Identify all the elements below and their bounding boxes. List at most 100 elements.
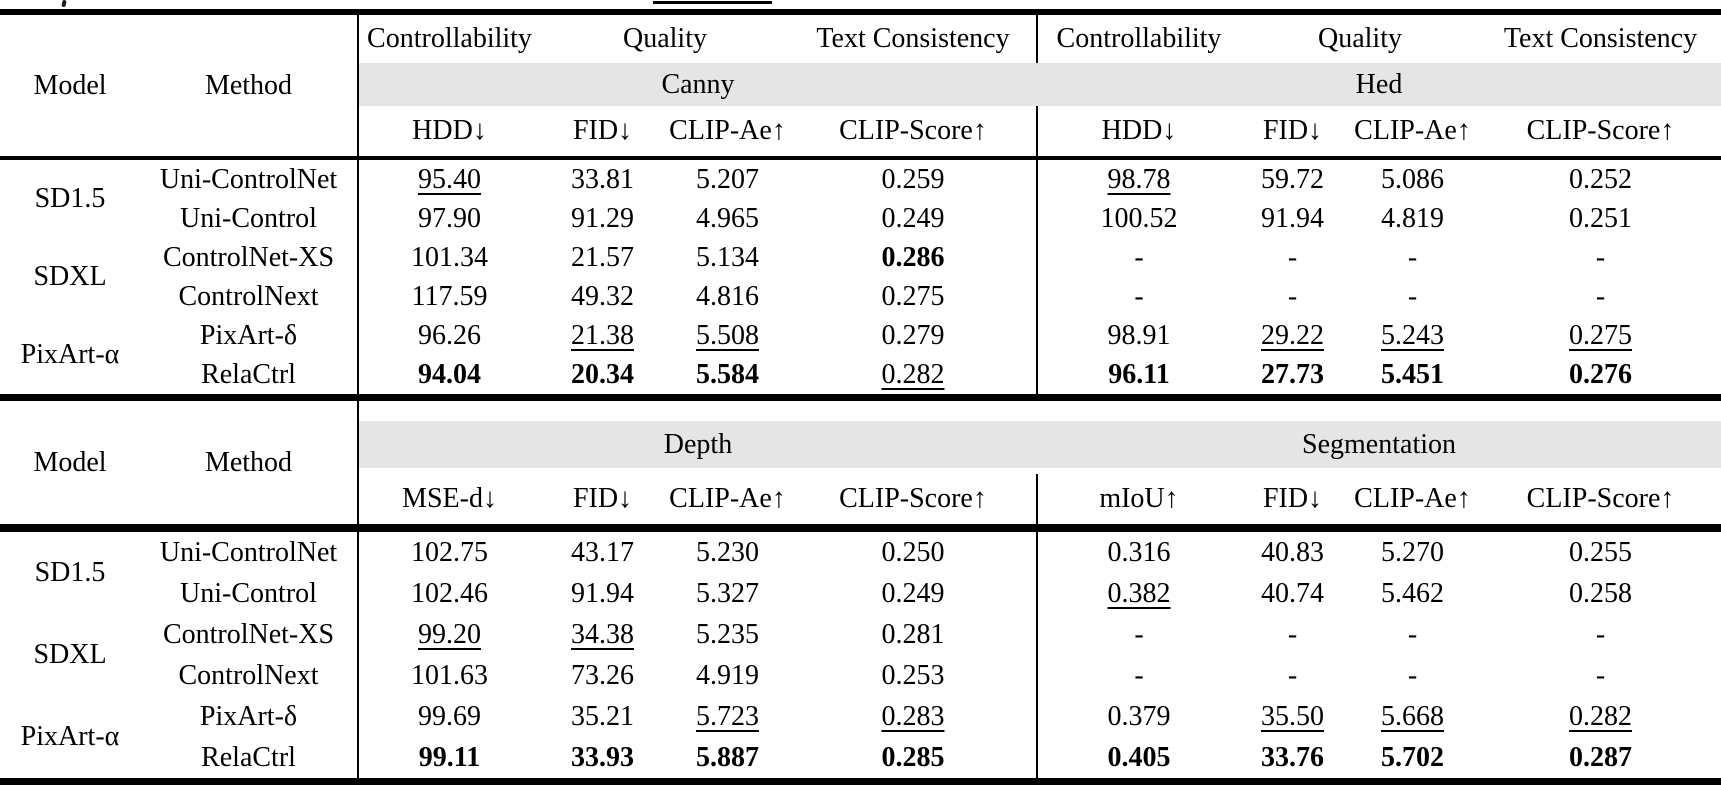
method-cell: ControlNet-XS bbox=[140, 238, 359, 277]
metric-value-cell: 0.258 bbox=[1569, 577, 1633, 609]
table-row: SD1.5 Uni-ControlNet 102.75 43.17 5.230 … bbox=[0, 528, 1721, 588]
model-group-label: SD1.5 bbox=[34, 557, 106, 589]
metric-value-cell: - bbox=[1595, 618, 1606, 650]
method-header: Method bbox=[140, 12, 359, 160]
caption-fragment-mark bbox=[61, 0, 67, 8]
metric-value-cell: 5.230 bbox=[696, 536, 759, 568]
metric-value-cell: 99.11 bbox=[418, 741, 481, 773]
metric-value-cell: 98.78 bbox=[1107, 163, 1171, 195]
metric-value-cell: - bbox=[1407, 241, 1418, 273]
metric-value-cell: 5.462 bbox=[1381, 577, 1444, 609]
metric-value-cell: 99.69 bbox=[418, 700, 481, 732]
metric-header: CLIP-Ae↑ bbox=[1345, 106, 1480, 160]
metric-value-cell: 102.46 bbox=[411, 577, 488, 609]
table-row: RelaCtrl 94.04 20.34 5.584 0.282 96.11 2… bbox=[0, 355, 1721, 394]
caption-fragment-underline bbox=[653, 1, 772, 4]
metric-value-cell: 0.251 bbox=[1569, 202, 1632, 234]
metric-value-cell: 94.04 bbox=[418, 358, 481, 390]
metric-value-cell: 5.451 bbox=[1381, 358, 1444, 390]
metric-value-cell: 4.819 bbox=[1381, 202, 1444, 234]
metric-value-cell: 0.405 bbox=[1107, 741, 1171, 773]
metric-value-cell: 5.243 bbox=[1381, 319, 1444, 351]
method-cell: Uni-ControlNet bbox=[140, 158, 359, 199]
metric-header: FID↓ bbox=[1240, 474, 1345, 532]
metric-value-cell: 21.38 bbox=[571, 319, 634, 351]
metric-value-cell: - bbox=[1134, 618, 1144, 650]
method-cell: PixArt-δ bbox=[140, 696, 359, 737]
metric-value-cell: 4.816 bbox=[696, 280, 759, 312]
metric-header: MSE-d↓ bbox=[358, 474, 540, 532]
model-group-label: SD1.5 bbox=[34, 183, 106, 215]
metric-value-cell: 0.282 bbox=[790, 355, 1038, 394]
metric-value-cell: 20.34 bbox=[571, 358, 634, 390]
method-cell: ControlNext bbox=[140, 655, 359, 696]
metric-value-cell: 0.259 bbox=[790, 158, 1038, 199]
metric-value-cell: 0.281 bbox=[790, 614, 1038, 655]
metric-value-cell: 0.283 bbox=[790, 696, 1038, 737]
metric-value-cell: 97.90 bbox=[418, 202, 481, 234]
metric-value-cell: 33.76 bbox=[1261, 741, 1324, 773]
metric-value-cell: 0.255 bbox=[1569, 536, 1633, 568]
metric-header: CLIP-Score↑ bbox=[790, 474, 1038, 532]
metric-value-cell: 40.83 bbox=[1261, 536, 1324, 568]
table-row: PixArt-α PixArt-δ 99.69 35.21 5.723 0.28… bbox=[0, 696, 1721, 752]
metric-value-cell: 5.086 bbox=[1381, 163, 1444, 195]
metric-value-cell: - bbox=[1287, 241, 1298, 273]
metric-value-cell: 117.59 bbox=[411, 280, 488, 312]
metric-value-cell: 5.207 bbox=[696, 163, 759, 195]
metric-value-cell: 5.668 bbox=[1381, 700, 1444, 732]
group-header-text-consistency: Text Consistency bbox=[1503, 23, 1698, 55]
metric-value-cell: - bbox=[1287, 659, 1298, 691]
metric-header: CLIP-Ae↑ bbox=[1345, 474, 1480, 532]
method-cell: Uni-Control bbox=[140, 199, 359, 238]
metric-header: HDD↓ bbox=[358, 106, 540, 160]
metric-value-cell: - bbox=[1407, 280, 1418, 312]
method-cell: Uni-ControlNet bbox=[140, 528, 359, 573]
table-canny-hed: Model Method Controllability Quality Tex… bbox=[0, 9, 1721, 394]
metric-value-cell: 27.73 bbox=[1261, 358, 1324, 390]
metric-value-cell: 4.919 bbox=[696, 659, 759, 691]
metric-value-cell: 34.38 bbox=[571, 618, 634, 650]
metric-value-cell: - bbox=[1595, 280, 1606, 312]
metric-value-cell: 0.250 bbox=[790, 528, 1038, 573]
metric-value-cell: 0.279 bbox=[790, 316, 1038, 355]
metric-value-cell: 0.316 bbox=[1107, 536, 1171, 568]
metric-value-cell: 101.63 bbox=[411, 659, 488, 691]
metric-value-cell: 99.20 bbox=[418, 618, 481, 650]
metric-header: CLIP-Score↑ bbox=[1480, 474, 1721, 532]
group-header-text-consistency: Text Consistency bbox=[790, 12, 1038, 63]
table-row: RelaCtrl 99.11 33.93 5.887 0.285 0.405 3… bbox=[0, 737, 1721, 782]
condition-band-segmentation: Segmentation bbox=[1037, 398, 1721, 475]
metric-value-cell: 0.275 bbox=[790, 277, 1038, 316]
metric-value-cell: 0.252 bbox=[1569, 163, 1632, 195]
metric-value-cell: - bbox=[1407, 618, 1418, 650]
method-cell: RelaCtrl bbox=[140, 737, 359, 782]
metric-header: CLIP-Ae↑ bbox=[665, 106, 790, 160]
metric-value-cell: 0.282 bbox=[1569, 700, 1633, 732]
metric-value-cell: 102.75 bbox=[411, 536, 488, 568]
metric-value-cell: 0.382 bbox=[1107, 577, 1171, 609]
metric-header: FID↓ bbox=[1240, 106, 1345, 160]
table-row: SDXL ControlNet-XS 101.34 21.57 5.134 0.… bbox=[0, 238, 1721, 292]
method-cell: ControlNext bbox=[140, 277, 359, 316]
metric-value-cell: 98.91 bbox=[1107, 319, 1171, 351]
method-header: Method bbox=[140, 397, 359, 532]
metric-value-cell: - bbox=[1134, 659, 1144, 691]
metric-value-cell: 91.29 bbox=[571, 202, 634, 234]
metric-value-cell: - bbox=[1134, 241, 1144, 273]
metric-value-cell: 0.287 bbox=[1569, 741, 1633, 773]
metric-value-cell: 29.22 bbox=[1261, 319, 1324, 351]
metric-value-cell: 5.508 bbox=[696, 319, 759, 351]
metric-value-cell: 91.94 bbox=[571, 577, 634, 609]
metric-value-cell: - bbox=[1595, 241, 1606, 273]
table-row: ControlNext 101.63 73.26 4.919 0.253 - -… bbox=[0, 655, 1721, 696]
metric-value-cell: 5.327 bbox=[696, 577, 759, 609]
model-header: Model bbox=[0, 397, 140, 532]
metric-value-cell: 49.32 bbox=[571, 280, 634, 312]
metric-value-cell: 4.965 bbox=[696, 202, 759, 234]
metric-value-cell: - bbox=[1407, 659, 1418, 691]
metric-value-cell: 73.26 bbox=[571, 659, 634, 691]
model-header: Model bbox=[0, 12, 140, 160]
metric-value-cell: 0.253 bbox=[790, 655, 1038, 696]
metric-value-cell: 5.887 bbox=[696, 741, 759, 773]
